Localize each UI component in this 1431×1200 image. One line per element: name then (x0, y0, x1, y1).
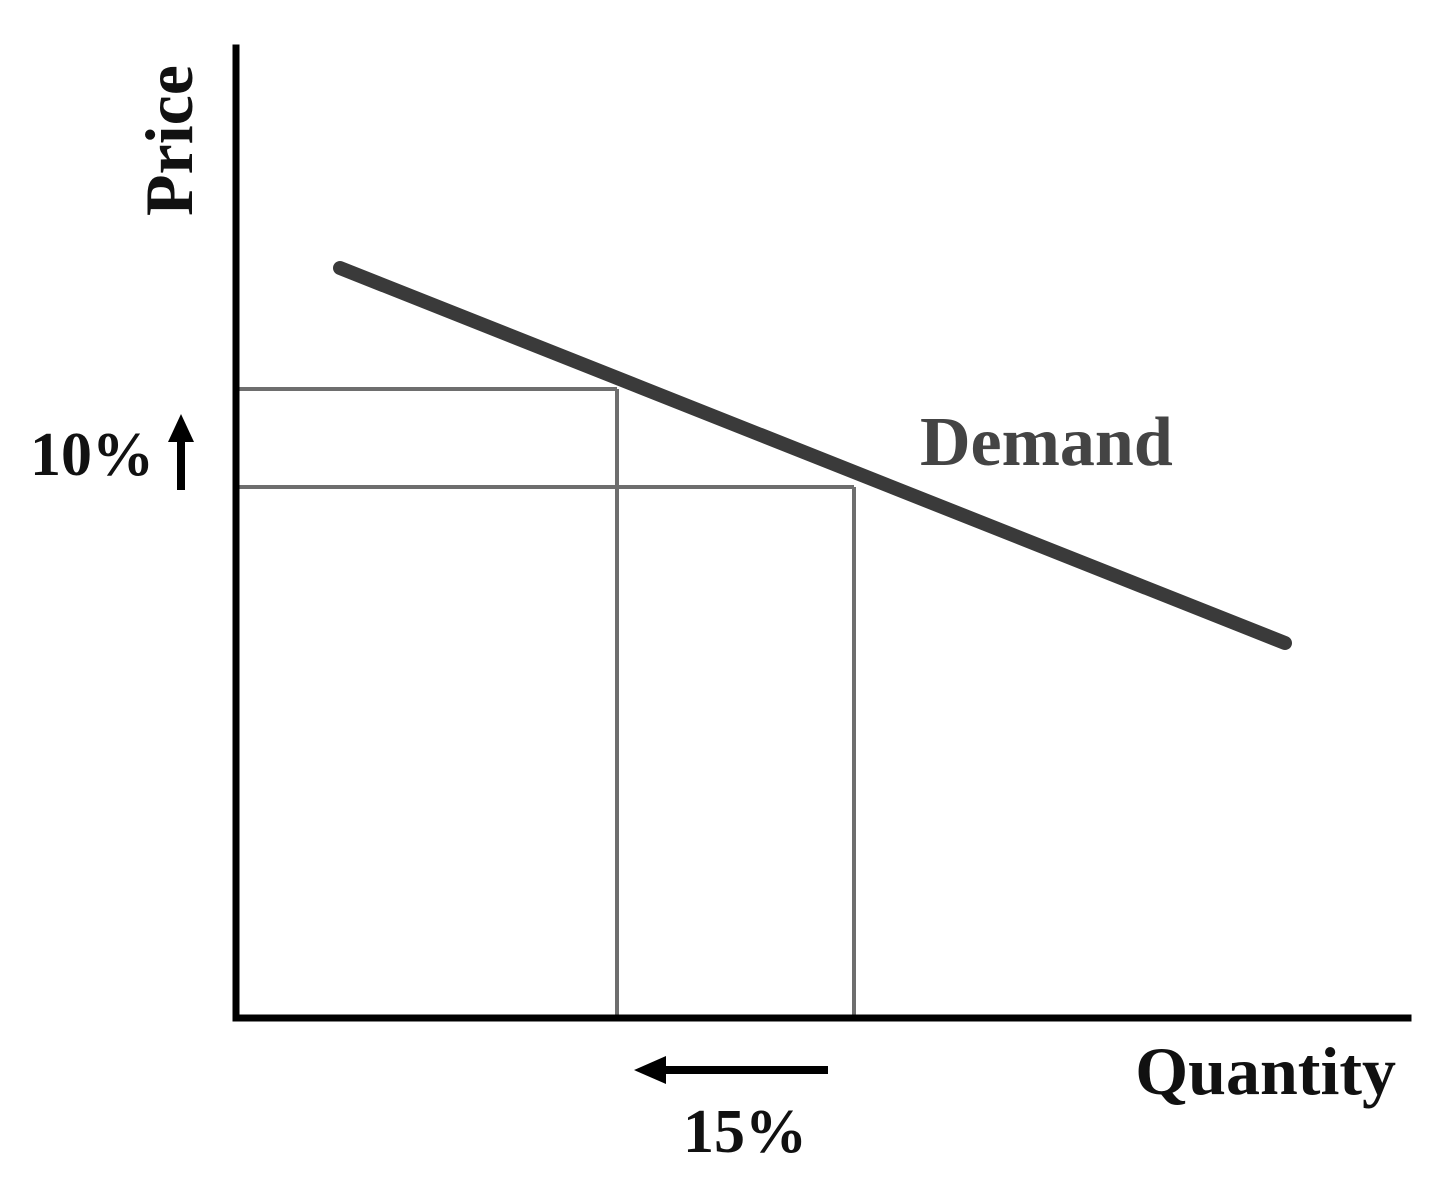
price-change-label: 10% (30, 421, 154, 489)
x-axis-label: Quantity (1135, 1033, 1396, 1109)
up-arrow-icon (168, 414, 194, 490)
guide-lines (236, 387, 856, 1018)
left-arrow-icon (634, 1056, 828, 1084)
demand-curve-label: Demand (920, 404, 1173, 481)
axes (232, 44, 1412, 1022)
demand-curve (333, 261, 1292, 650)
y-axis-label: Price (131, 65, 207, 216)
quantity-change-label: 15% (683, 1098, 807, 1166)
